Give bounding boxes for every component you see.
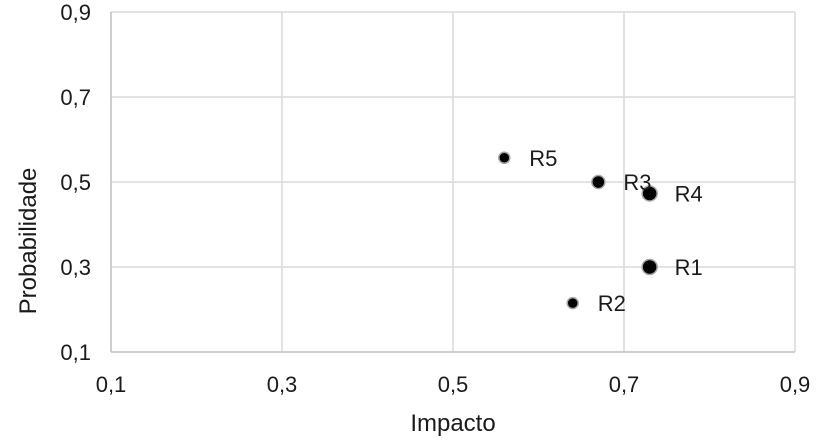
- point-r5: [498, 151, 511, 165]
- y-tick-label: 0,1: [60, 340, 91, 365]
- point-label-r5: R5: [529, 146, 557, 171]
- point-labels: R1 R2 R3 R4 R5: [529, 146, 702, 316]
- x-tick-label: 0,9: [780, 372, 811, 397]
- point-r3: [591, 174, 606, 190]
- point-r4: [641, 185, 658, 202]
- point-r2: [566, 296, 579, 310]
- data-points: [498, 151, 658, 310]
- axes: [110, 12, 795, 353]
- point-r1: [641, 258, 658, 276]
- point-label-r4: R4: [675, 181, 703, 206]
- y-tick-label: 0,9: [60, 0, 91, 25]
- x-tick-label: 0,7: [609, 372, 640, 397]
- y-tick-label: 0,7: [60, 85, 91, 110]
- x-tick-label: 0,5: [438, 372, 469, 397]
- point-label-r1: R1: [675, 255, 703, 280]
- y-axis-label: Probabilidade: [15, 168, 42, 315]
- x-tick-label: 0,1: [96, 372, 127, 397]
- x-tick-label: 0,3: [267, 372, 298, 397]
- point-label-r2: R2: [598, 291, 626, 316]
- y-tick-label: 0,3: [60, 255, 91, 280]
- x-axis-label: Impacto: [410, 410, 495, 437]
- y-tick-label: 0,5: [60, 170, 91, 195]
- grid: [111, 11, 796, 352]
- tick-labels: 0,1 0,3 0,5 0,7 0,9 0,1 0,3 0,5 0,7 0,9: [60, 0, 810, 397]
- point-label-r3: R3: [623, 170, 651, 195]
